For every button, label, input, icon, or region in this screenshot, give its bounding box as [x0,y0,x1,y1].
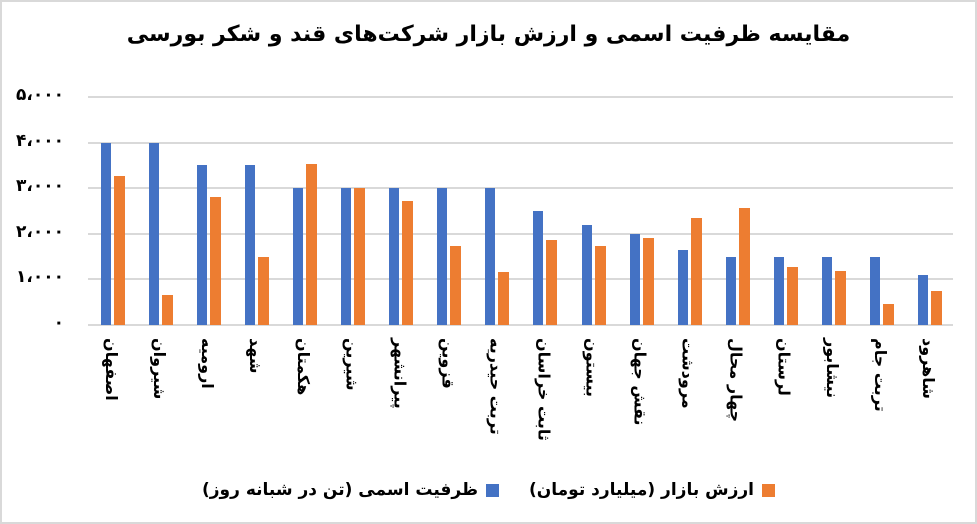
x-category-label: چهار محال [726,338,746,423]
x-category-label: ثابت خراسان [534,338,554,441]
x-category-label: تربت جام [870,338,890,412]
chart-title: مقایسه ظرفیت اسمی و ارزش بازار شرکت‌های … [126,22,851,47]
x-category-label: نیشابور [822,338,842,399]
bar-capacity[interactable] [101,142,111,325]
bar-market-value[interactable] [690,217,702,325]
bar-market-value[interactable] [882,304,894,325]
bar-market-value[interactable] [786,266,798,325]
x-category-label: لرستان [774,338,794,396]
bar-market-value[interactable] [450,245,462,325]
gridline [88,141,953,144]
x-category-label: نقش جهان [630,338,650,426]
bar-capacity[interactable] [581,224,592,325]
legend: ظرفیت اسمی (تن در شبانه روز) ارزش بازار … [0,480,977,500]
legend-swatch-orange [762,483,776,497]
legend-item-market-value: ارزش بازار (میلیارد تومان) [528,480,776,500]
bar-capacity[interactable] [245,165,256,325]
x-category-label: شیرین [342,338,362,391]
bar-market-value[interactable] [594,245,606,325]
bar-capacity[interactable] [773,256,784,325]
bar-market-value[interactable] [930,290,942,325]
y-tick-label: ۰ [53,313,64,333]
gridline [88,278,953,281]
bar-capacity[interactable] [677,249,688,325]
bar-capacity[interactable] [341,188,352,325]
x-category-label: قزوین [438,338,458,389]
legend-label-market-value: ارزش بازار (میلیارد تومان) [528,480,755,500]
bar-market-value[interactable] [210,196,222,325]
bar-market-value[interactable] [354,188,366,325]
x-category-label: اصفهان [102,338,121,401]
bar-market-value[interactable] [642,237,654,325]
legend-label-capacity: ظرفیت اسمی (تن در شبانه روز) [201,480,478,500]
bar-market-value[interactable] [498,271,510,325]
bar-capacity[interactable] [389,188,400,325]
bar-market-value[interactable] [546,239,558,325]
y-tick-label: ۵،۰۰۰ [16,85,64,105]
bar-capacity[interactable] [149,142,160,325]
bar-capacity[interactable] [821,256,832,325]
bar-capacity[interactable] [293,188,304,325]
gridline [88,232,953,235]
x-category-label: هکمتان [294,338,314,396]
bar-market-value[interactable] [402,200,414,325]
bar-market-value[interactable] [738,207,750,325]
bar-market-value[interactable] [834,270,846,325]
bar-market-value[interactable] [258,256,270,325]
y-tick-label: ۳،۰۰۰ [16,176,64,197]
bar-capacity[interactable] [869,256,880,325]
x-category-label: شیروان [150,338,170,400]
gridline [88,96,953,98]
bar-capacity[interactable] [533,211,544,325]
x-category-label: شاهرود [918,338,938,399]
x-category-label: تربت حیدریه [486,338,506,435]
y-tick-label: ۱،۰۰۰ [16,267,64,288]
gridline [88,187,953,190]
legend-item-capacity: ظرفیت اسمی (تن در شبانه روز) [202,480,499,500]
bar-capacity[interactable] [437,188,448,325]
x-axis-line [88,324,953,326]
legend-swatch-blue [485,483,499,497]
x-category-label: بیستون [582,338,602,398]
bar-capacity[interactable] [485,188,496,325]
x-category-label: مرودشت [678,338,698,409]
x-category-label: ارومیه [198,338,218,389]
bar-market-value[interactable] [306,164,318,325]
bar-market-value[interactable] [162,294,174,325]
y-tick-label: ۲،۰۰۰ [16,221,64,242]
x-category-label: شهد [246,338,266,374]
bar-capacity[interactable] [725,256,736,325]
x-category-label: پیرانشهر [390,338,410,409]
bar-capacity[interactable] [197,165,208,325]
bar-market-value[interactable] [114,175,125,325]
y-tick-label: ۴،۰۰۰ [16,130,64,151]
bar-capacity[interactable] [917,274,928,325]
bar-capacity[interactable] [629,233,640,325]
